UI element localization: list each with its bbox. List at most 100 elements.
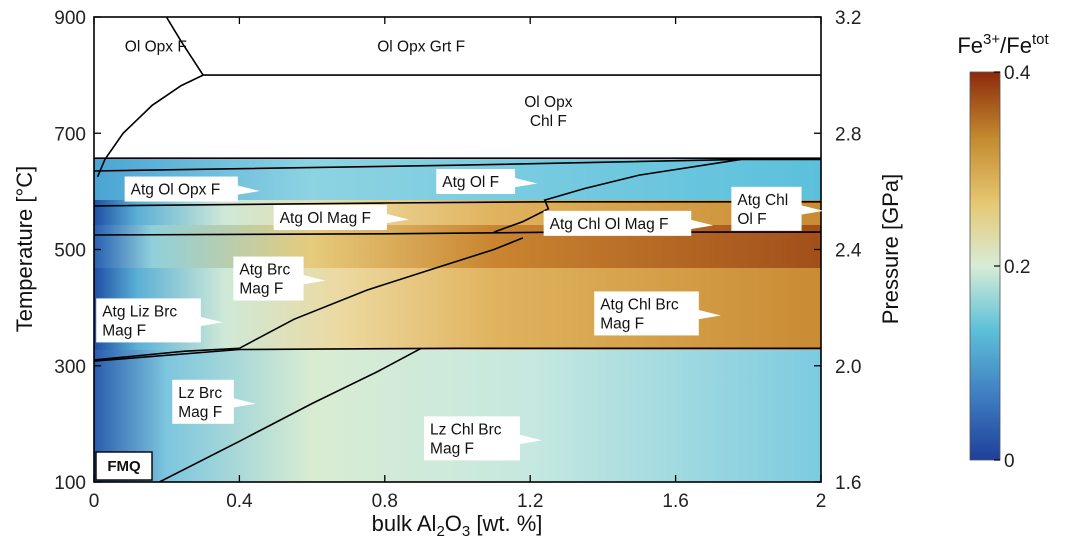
phase-boundary-6	[94, 231, 821, 236]
x-tick-label: 2	[816, 491, 827, 512]
y-right-tick-label: 3.2	[835, 8, 861, 29]
field-label-box	[731, 186, 802, 231]
cb-title-sup2: tot	[1032, 31, 1050, 48]
field-label-line: Chl F	[530, 113, 567, 130]
field-label-7: Atg Chl Ol Mag F	[543, 210, 714, 236]
field-labels: Ol Opx F Ol Opx Grt F Ol Opx Chl F Atg Ol Op…	[96, 39, 824, 461]
xlabel-part-mid: O	[445, 511, 462, 536]
field-label-line: Atg Chl Brc	[600, 296, 679, 313]
phase-boundary-8	[94, 347, 821, 362]
colorbar: 0 0.2 0.4 Fe3+/Fetot	[957, 31, 1049, 472]
y-right-tick-label: 2.8	[835, 124, 861, 145]
field-label-pointer	[235, 185, 260, 196]
cb-title-slash: /Fe	[1000, 33, 1032, 58]
x-tick-label: 0.8	[372, 491, 398, 512]
field-label-line: Atg Ol Opx F	[131, 182, 221, 199]
phase-boundary-2	[96, 74, 204, 178]
y-left-tick-label: 300	[54, 357, 86, 378]
phase-boundary-7	[493, 158, 742, 233]
colorbar-tick-label: 0.2	[1004, 257, 1030, 278]
field-label-3: Atg Ol Opx F	[124, 176, 260, 202]
field-label-line: Mag F	[600, 315, 644, 332]
field-label-box	[594, 291, 699, 336]
field-label-line: Atg Chl Ol Mag F	[550, 216, 669, 233]
field-label-8: Atg Brc Mag F	[233, 256, 326, 301]
field-label-9: Atg Chl Brc Mag F	[594, 291, 721, 336]
axis-ticks: 0 0.4 0.8 1.2 1.6 2 100 300 500 700 900 1.6 2.0 2.4 2.…	[54, 8, 862, 512]
field-label-line: Atg Ol F	[442, 174, 499, 191]
phase-boundary-9	[94, 347, 240, 361]
field-label-line: Mag F	[430, 440, 474, 457]
field-label-box	[124, 176, 238, 202]
xlabel-part-tail: [wt. %]	[470, 511, 542, 536]
y-right-tick-label: 2.0	[835, 357, 861, 378]
x-tick-label: 0	[89, 491, 100, 512]
x-tick-label: 1.6	[662, 491, 688, 512]
field-label-line: Ol Opx Grt F	[377, 39, 465, 56]
field-label-10: Atg Liz Brc Mag F	[96, 298, 223, 343]
y-left-tick-label: 500	[54, 241, 86, 262]
field-label-5: Atg Ol Mag F	[273, 205, 409, 231]
field-label-pointer	[689, 219, 714, 230]
field-label-pointer	[696, 309, 721, 320]
y-left-tick-label: 100	[54, 473, 86, 494]
field-label-line: Lz Brc	[178, 385, 222, 402]
field-label-box	[436, 168, 516, 194]
colorbar-tick-label: 0	[1004, 451, 1015, 472]
field-label-pointer	[799, 204, 824, 215]
phase-boundary-5	[94, 201, 821, 207]
xlabel-part-base: bulk Al	[372, 511, 437, 536]
y-right-tick-label: 1.6	[835, 473, 861, 494]
colorbar-title: Fe3+/Fetot	[957, 31, 1049, 58]
field-label-line: Atg Ol Mag F	[280, 210, 371, 227]
field-label-pointer	[301, 274, 326, 285]
y-right-axis-title: Pressure [GPa]	[878, 174, 903, 324]
y-right-tick-label: 2.4	[835, 241, 862, 262]
x-axis-title: bulk Al2O3 [wt. %]	[372, 511, 543, 540]
field-label-line: Atg Brc	[239, 262, 290, 279]
field-label-box	[96, 298, 201, 343]
field-label-box	[424, 416, 521, 461]
fmq-badge: FMQ	[95, 451, 153, 481]
y-left-axis-title: Temperature [°C]	[12, 166, 37, 333]
field-label-2: Ol Opx Chl F	[524, 94, 572, 130]
field-label-line: Mag F	[178, 404, 222, 421]
field-label-pointer	[231, 397, 256, 408]
x-tick-label: 1.2	[517, 491, 543, 512]
field-label-box	[543, 210, 692, 236]
field-label-pointer	[198, 316, 223, 327]
field-label-1: Ol Opx Grt F	[377, 39, 465, 56]
field-label-pointer	[518, 434, 543, 445]
heat-band-mid	[94, 268, 821, 350]
phase-boundaries	[94, 17, 821, 482]
field-label-box	[233, 256, 304, 301]
field-label-line: Atg Chl	[737, 192, 788, 209]
y-left-tick-label: 700	[54, 124, 86, 145]
y-left-tick-label: 900	[54, 8, 86, 29]
phase-boundary-10	[239, 237, 524, 350]
field-label-line: Ol F	[737, 211, 766, 228]
colorbar-tick-label: 0.4	[1004, 63, 1031, 84]
field-label-pointer	[384, 213, 409, 224]
cb-title-base: Fe	[957, 33, 983, 58]
field-label-pointer	[513, 177, 538, 188]
field-label-line: Atg Liz Brc	[102, 303, 177, 320]
phase-boundary-4	[94, 158, 821, 172]
field-label-12: Lz Chl Brc Mag F	[424, 416, 543, 461]
field-label-line: Ol Opx	[524, 94, 572, 111]
field-label-11: Lz Brc Mag F	[172, 379, 256, 424]
field-label-box	[273, 205, 387, 231]
cb-title-sup: 3+	[983, 31, 1000, 48]
xlabel-part-sub1: 2	[436, 523, 444, 540]
field-label-line: Lz Chl Brc	[430, 421, 502, 438]
field-label-line: Ol Opx F	[125, 39, 187, 56]
field-label-6: Atg Chl Ol F	[731, 186, 824, 231]
xlabel-part-sub2: 3	[462, 523, 470, 540]
x-tick-label: 0.4	[226, 491, 253, 512]
field-label-4: Atg Ol F	[436, 168, 538, 194]
phase-boundary-11	[159, 347, 422, 482]
field-label-0: Ol Opx F	[125, 39, 187, 56]
field-label-box	[172, 379, 234, 424]
colorbar-ticks: 0 0.2 0.4	[994, 63, 1031, 472]
